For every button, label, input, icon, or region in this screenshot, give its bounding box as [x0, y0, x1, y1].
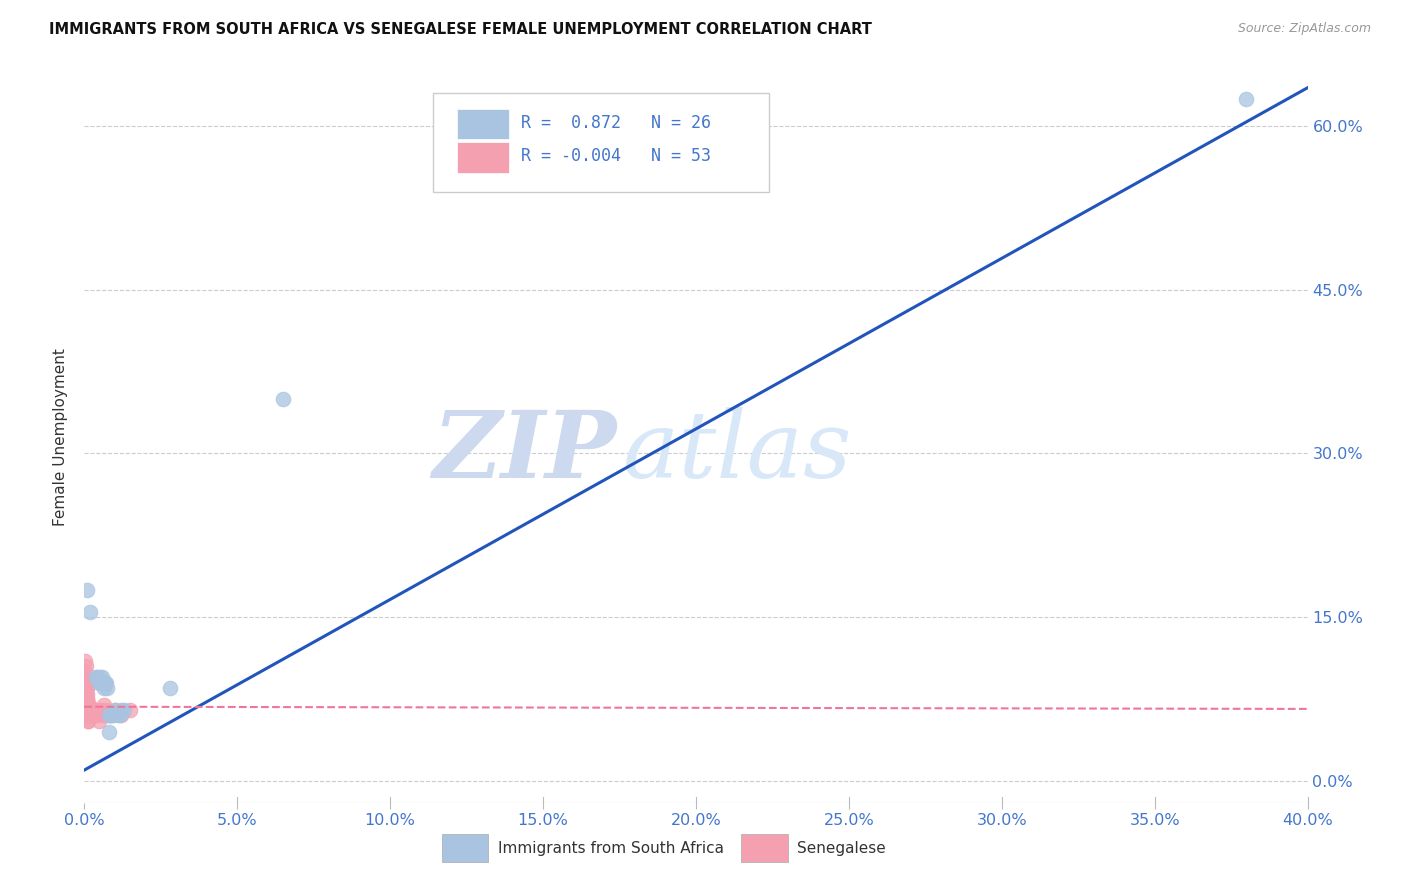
- Point: [96, 681, 118, 695]
- Point: [76, 714, 98, 728]
- Point: [94, 675, 117, 690]
- Point: [75, 698, 97, 712]
- Point: [76, 681, 98, 695]
- FancyBboxPatch shape: [441, 834, 488, 862]
- Point: [75, 670, 97, 684]
- Point: [75, 681, 97, 695]
- Point: [79, 708, 101, 723]
- Point: [76, 703, 98, 717]
- Point: [101, 708, 124, 723]
- Point: [77, 714, 100, 728]
- Point: [77, 698, 100, 712]
- Point: [83, 703, 105, 717]
- Point: [77, 703, 100, 717]
- Point: [79, 703, 101, 717]
- Point: [76, 708, 98, 723]
- Point: [112, 703, 135, 717]
- Point: [94, 675, 117, 690]
- Point: [91, 708, 114, 723]
- Point: [547, 152, 569, 166]
- Point: [97, 708, 120, 723]
- Point: [84, 703, 107, 717]
- Point: [75, 654, 97, 668]
- Point: [77, 698, 100, 712]
- Point: [76, 698, 98, 712]
- Point: [76, 692, 98, 706]
- Text: Senegalese: Senegalese: [797, 841, 886, 856]
- Point: [94, 703, 117, 717]
- Point: [87, 714, 110, 728]
- Text: Immigrants from South Africa: Immigrants from South Africa: [498, 841, 724, 856]
- Point: [91, 670, 114, 684]
- Point: [76, 692, 98, 706]
- Point: [76, 703, 98, 717]
- Text: R =  0.872   N = 26: R = 0.872 N = 26: [522, 113, 711, 131]
- Point: [76, 698, 98, 712]
- Point: [75, 681, 97, 695]
- Point: [90, 675, 112, 690]
- Point: [75, 659, 97, 673]
- Point: [80, 708, 103, 723]
- Point: [89, 670, 111, 684]
- Point: [120, 703, 142, 717]
- Text: IMMIGRANTS FROM SOUTH AFRICA VS SENEGALESE FEMALE UNEMPLOYMENT CORRELATION CHART: IMMIGRANTS FROM SOUTH AFRICA VS SENEGALE…: [49, 22, 872, 37]
- Point: [159, 681, 181, 695]
- Point: [87, 708, 110, 723]
- Point: [77, 708, 100, 723]
- FancyBboxPatch shape: [741, 834, 787, 862]
- Point: [271, 392, 294, 406]
- Point: [80, 703, 103, 717]
- Y-axis label: Female Unemployment: Female Unemployment: [53, 348, 69, 526]
- Text: R = -0.004   N = 53: R = -0.004 N = 53: [522, 147, 711, 165]
- Point: [75, 687, 97, 701]
- Point: [108, 708, 131, 723]
- Point: [75, 665, 97, 679]
- FancyBboxPatch shape: [457, 109, 509, 139]
- Point: [93, 698, 115, 712]
- Point: [79, 605, 101, 619]
- Point: [76, 708, 98, 723]
- Point: [75, 687, 97, 701]
- Point: [91, 675, 114, 690]
- Point: [84, 670, 107, 684]
- Point: [86, 703, 108, 717]
- Point: [103, 708, 125, 723]
- Point: [84, 708, 107, 723]
- Point: [87, 675, 110, 690]
- Point: [77, 708, 100, 723]
- Point: [90, 703, 112, 717]
- Point: [104, 703, 127, 717]
- Point: [93, 681, 115, 695]
- Point: [73, 675, 96, 690]
- Point: [98, 708, 121, 723]
- Point: [82, 703, 104, 717]
- Point: [76, 703, 98, 717]
- Point: [75, 670, 97, 684]
- Point: [75, 692, 97, 706]
- Point: [97, 724, 120, 739]
- FancyBboxPatch shape: [457, 143, 509, 173]
- Point: [76, 582, 98, 597]
- Point: [83, 708, 105, 723]
- Text: atlas: atlas: [623, 407, 852, 497]
- FancyBboxPatch shape: [433, 94, 769, 192]
- Text: Source: ZipAtlas.com: Source: ZipAtlas.com: [1237, 22, 1371, 36]
- Point: [1236, 92, 1258, 106]
- Point: [110, 708, 132, 723]
- Point: [76, 687, 98, 701]
- Point: [110, 703, 132, 717]
- Point: [75, 703, 97, 717]
- Point: [86, 670, 108, 684]
- Point: [104, 703, 127, 717]
- Point: [107, 708, 129, 723]
- Point: [98, 708, 121, 723]
- Text: ZIP: ZIP: [432, 407, 616, 497]
- Point: [75, 675, 97, 690]
